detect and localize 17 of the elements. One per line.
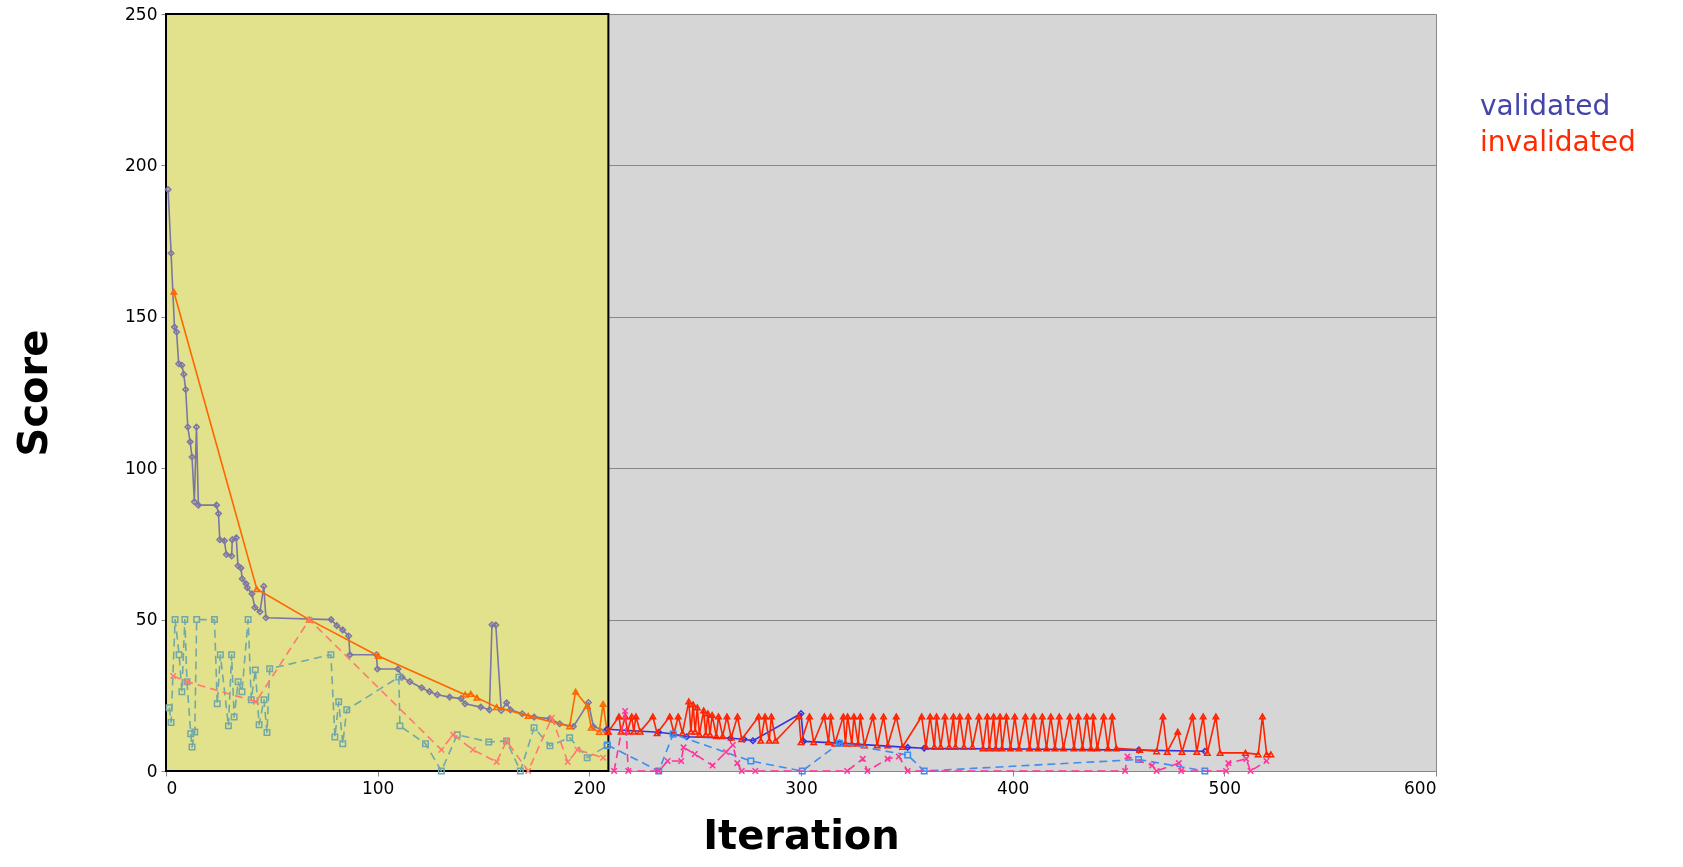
y-tick-label: 0 [146, 760, 158, 781]
x-tick-label: 0 [166, 777, 178, 798]
y-tick-label: 50 [135, 609, 158, 630]
y-tick-label: 100 [125, 457, 158, 478]
x-tick-label: 300 [785, 777, 818, 798]
y-axis-title: Score [10, 329, 57, 457]
y-tick-label: 250 [125, 3, 158, 24]
x-tick-label: 400 [996, 777, 1030, 798]
x-tick-label: 100 [361, 777, 395, 798]
x-tick-label: 200 [573, 777, 607, 798]
y-tick-label: 150 [125, 306, 158, 327]
text: invalidated [1480, 124, 1636, 160]
x-tick-label: 600 [1404, 777, 1437, 798]
y-tick-label: 200 [125, 154, 158, 175]
text: validated [1480, 88, 1612, 124]
x-axis-title: Iteration [703, 811, 900, 858]
x-tick-label: 500 [1208, 777, 1242, 798]
